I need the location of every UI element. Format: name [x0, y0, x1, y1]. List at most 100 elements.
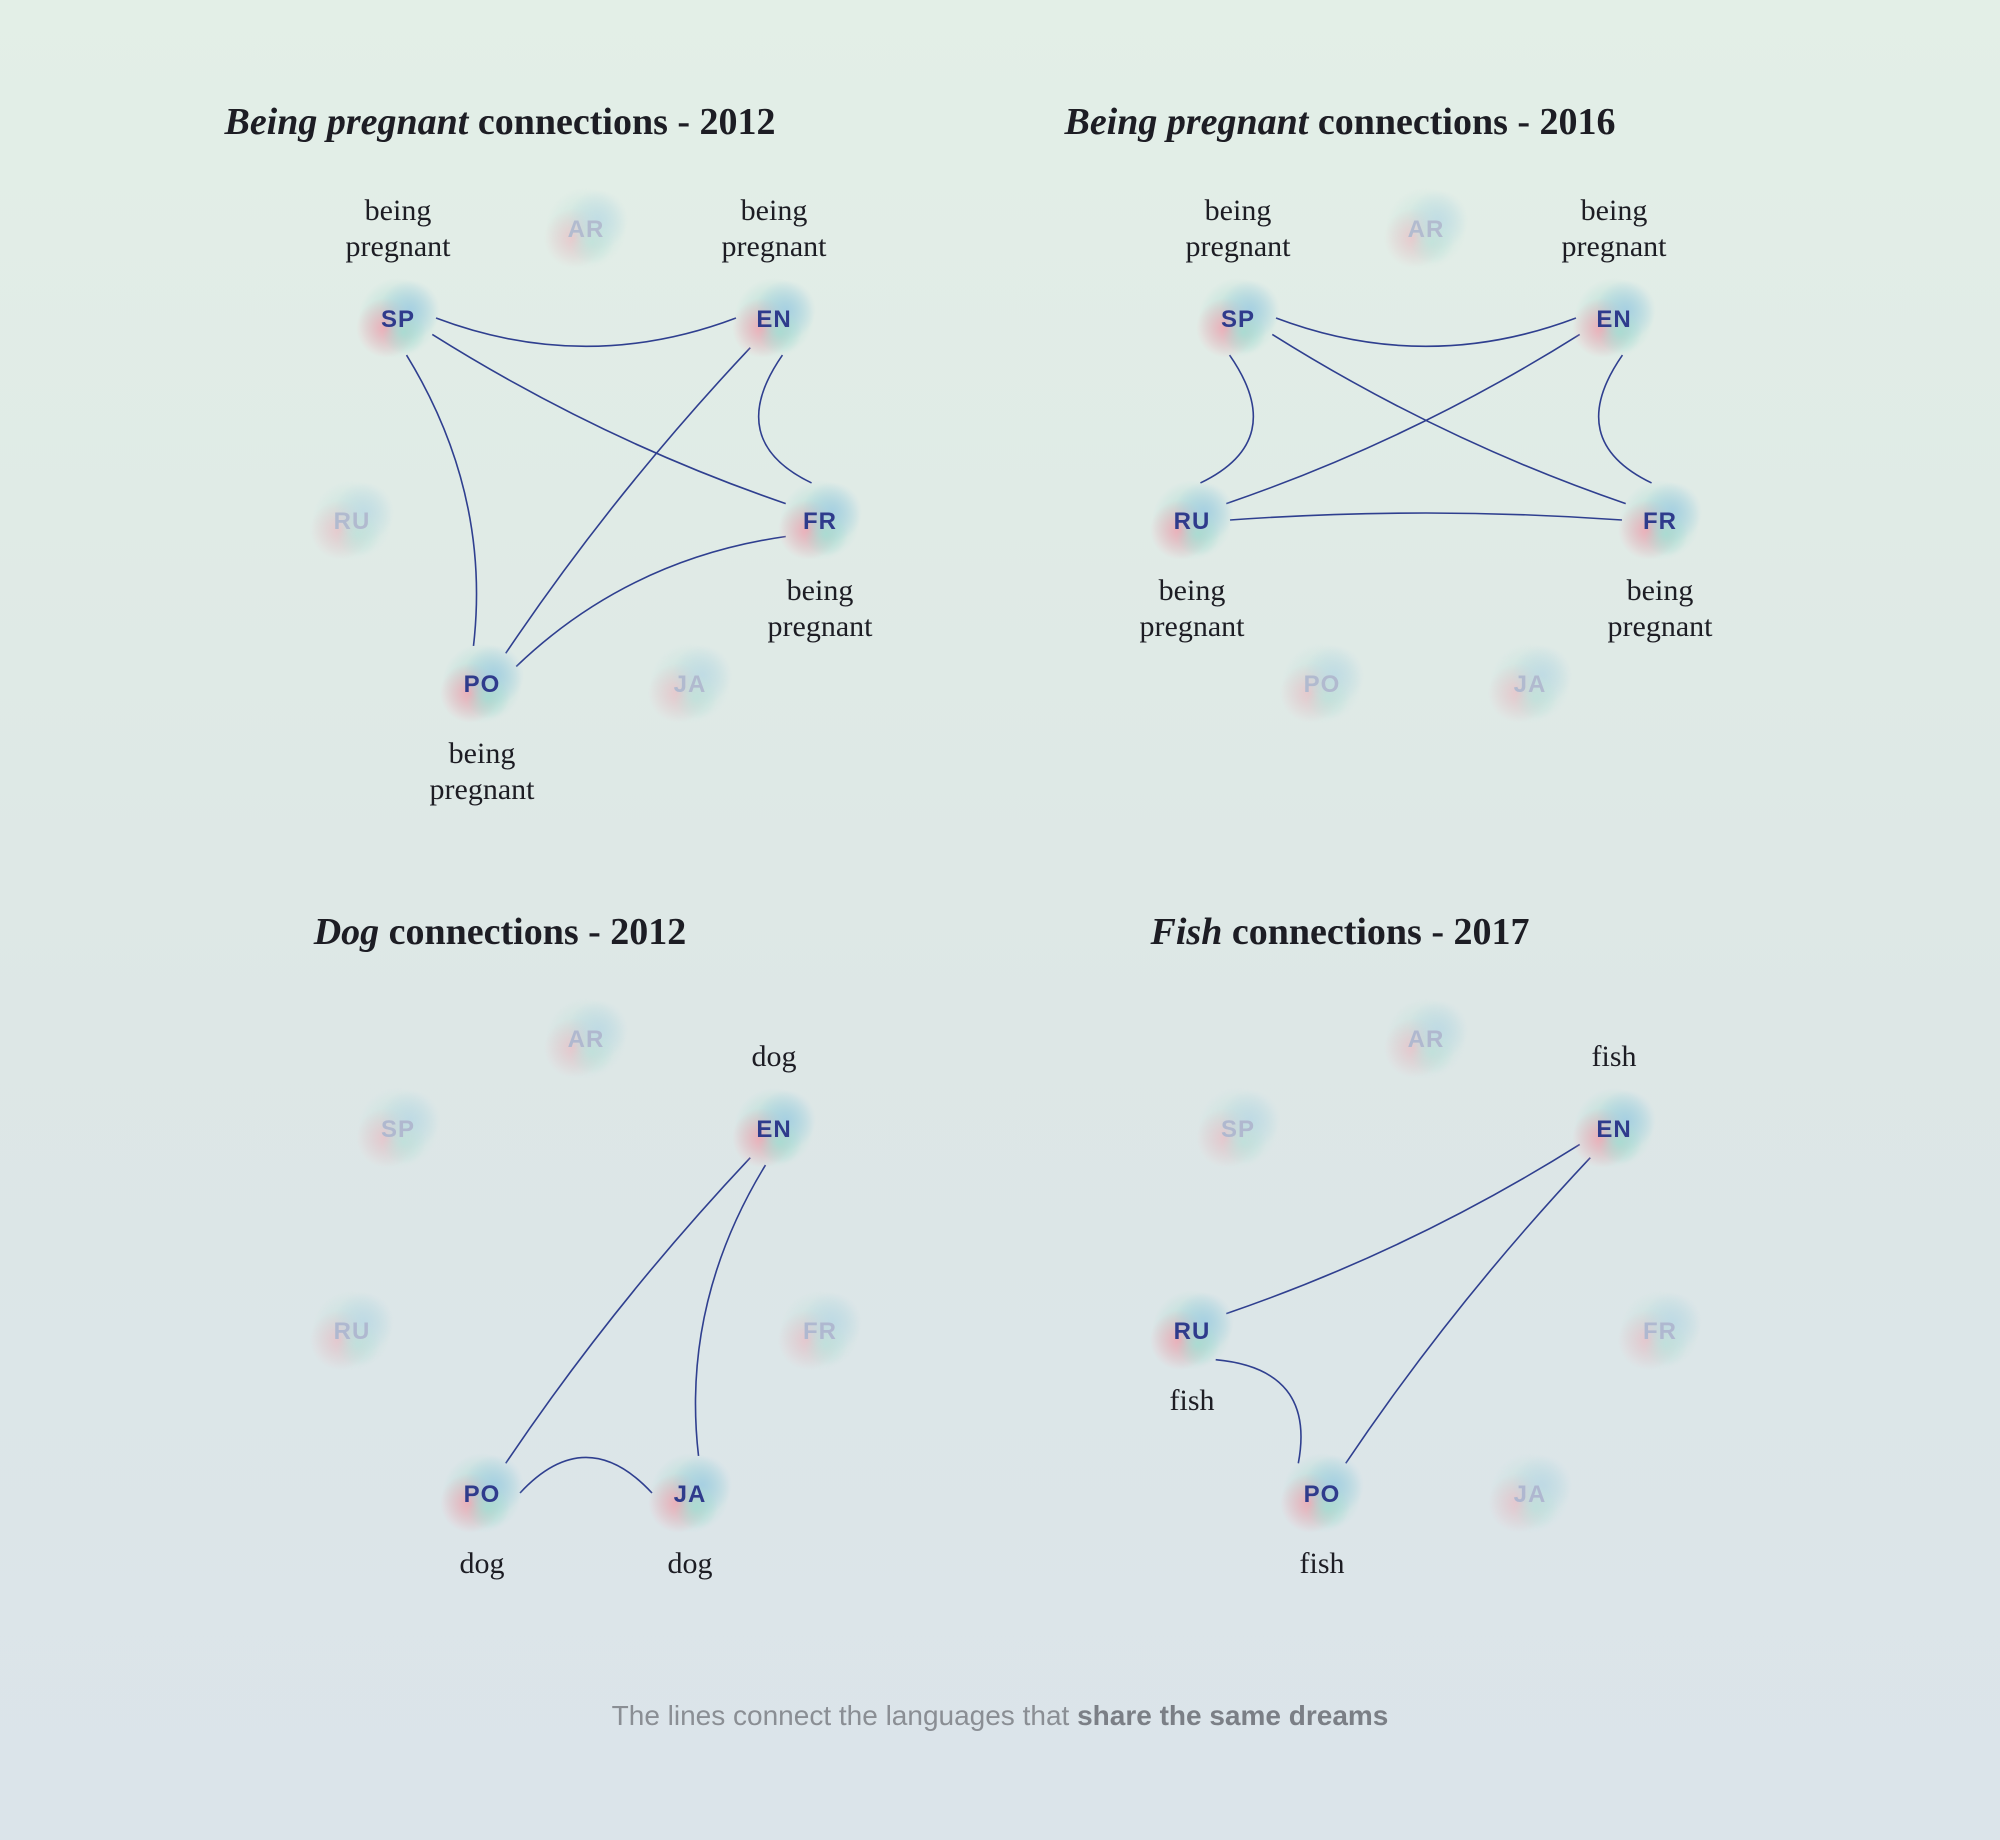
node-blob [440, 643, 524, 723]
language-node-ru: RU [310, 480, 394, 560]
node-blob [1150, 1290, 1234, 1370]
node-label: AR [1408, 216, 1445, 243]
connection-line-ru-po [1215, 1358, 1302, 1464]
language-node-ar: AR [1384, 998, 1468, 1078]
connection-line-sp-en [1275, 317, 1577, 348]
node-label: AR [1408, 1026, 1445, 1053]
node-blob [1280, 1453, 1364, 1533]
node-blob [1384, 188, 1468, 268]
panel-title-rest: connections - 2016 [1308, 101, 1616, 143]
language-node-po: PO fish [1280, 1453, 1364, 1580]
panel-title: Fish connections - 2017 [840, 910, 1840, 954]
node-label: SP [1221, 306, 1255, 333]
dream-label: fish [1170, 1384, 1215, 1417]
node-blob [648, 1453, 732, 1533]
dream-label: being [1581, 194, 1648, 227]
language-node-ja: JA [1488, 643, 1572, 723]
node-blob [1572, 1088, 1656, 1168]
panel-4: Fish connections - 2017 AR SP EN fish RU fish… [840, 810, 1840, 1620]
dream-label: pregnant [346, 230, 452, 263]
node-label: PO [464, 671, 501, 698]
panel-title-rest: connections - 2012 [468, 101, 776, 143]
language-node-fr: FR [778, 1290, 862, 1370]
dream-label: pregnant [1562, 230, 1668, 263]
network-graph: SPbeingpregnantARENbeingpregnantRUbeingp… [1140, 188, 1714, 723]
connection-line-fr-po [515, 535, 786, 668]
connection-line-en-fr [1597, 354, 1652, 484]
connection-line-en-ru [1226, 1143, 1581, 1315]
node-label: EN [1596, 306, 1631, 333]
connection-line-en-po [1345, 1157, 1591, 1464]
language-node-ru: RU [310, 1290, 394, 1370]
panel-title-rest: connections - 2012 [379, 911, 687, 953]
node-label: PO [1304, 1481, 1341, 1508]
node-label: FR [803, 508, 837, 535]
dream-label: being [787, 574, 854, 607]
node-blob [544, 188, 628, 268]
dream-label: being [741, 194, 808, 227]
node-blob [1196, 1088, 1280, 1168]
dream-label: fish [1592, 1040, 1637, 1073]
node-label: EN [756, 1116, 791, 1143]
node-blob [310, 480, 394, 560]
node-blob [732, 278, 816, 358]
edges-group [1215, 1143, 1591, 1464]
language-node-en: EN dog [732, 1040, 816, 1168]
edges-group [405, 317, 812, 668]
node-blob [732, 1088, 816, 1168]
node-label: RU [334, 1318, 371, 1345]
node-blob [1618, 480, 1702, 560]
dream-label: dog [460, 1547, 505, 1580]
network-graph: AR SP EN dog RU FR PO dog JA dog [310, 998, 862, 1580]
node-blob [648, 643, 732, 723]
node-label: SP [1221, 1116, 1255, 1143]
connection-line-sp-en [435, 317, 737, 348]
node-label: RU [334, 508, 371, 535]
connection-line-po-ja [519, 1456, 653, 1494]
dream-label: pregnant [768, 610, 874, 643]
node-blob [1488, 1453, 1572, 1533]
panel-3: Dog connections - 2012 AR SP EN dog RU FR PO do… [0, 810, 1000, 1620]
language-node-po: PO dog [440, 1453, 524, 1580]
panel-title-rest: connections - 2017 [1222, 911, 1530, 953]
panel-2: Being pregnant connections - 2016 SP bein… [840, 0, 1840, 810]
language-node-ja: JA dog [648, 1453, 732, 1580]
dream-label: pregnant [722, 230, 828, 263]
language-node-en: EN fish [1572, 1040, 1656, 1168]
language-node-ar: AR [544, 998, 628, 1078]
panel-title: Being pregnant connections - 2016 [840, 100, 1840, 144]
language-node-sp: SP [356, 1088, 440, 1168]
node-blob [1572, 278, 1656, 358]
node-label: JA [674, 1481, 707, 1508]
node-blob [1280, 643, 1364, 723]
dream-label: pregnant [1608, 610, 1714, 643]
node-label: FR [803, 1318, 837, 1345]
node-label: JA [674, 671, 707, 698]
dream-label: pregnant [1140, 610, 1246, 643]
dream-label: being [365, 194, 432, 227]
dream-label: being [1205, 194, 1272, 227]
connection-line-en-ja [694, 1164, 767, 1457]
node-blob [778, 1290, 862, 1370]
connection-line-en-po [505, 1157, 751, 1464]
connection-line-sp-fr [1271, 333, 1626, 505]
dream-label: being [1627, 574, 1694, 607]
panel-title-emphasis: Being pregnant [224, 101, 469, 143]
node-blob [440, 1453, 524, 1533]
language-node-ar: AR [544, 188, 628, 268]
language-node-ar: AR [1384, 188, 1468, 268]
node-blob [1618, 1290, 1702, 1370]
connection-line-en-po [505, 347, 751, 654]
node-blob [356, 278, 440, 358]
footer-text: The lines connect the languages that [611, 1700, 1078, 1731]
node-blob [356, 1088, 440, 1168]
panel-title-emphasis: Being pregnant [1064, 101, 1309, 143]
language-node-ru: RU fish [1150, 1290, 1234, 1417]
